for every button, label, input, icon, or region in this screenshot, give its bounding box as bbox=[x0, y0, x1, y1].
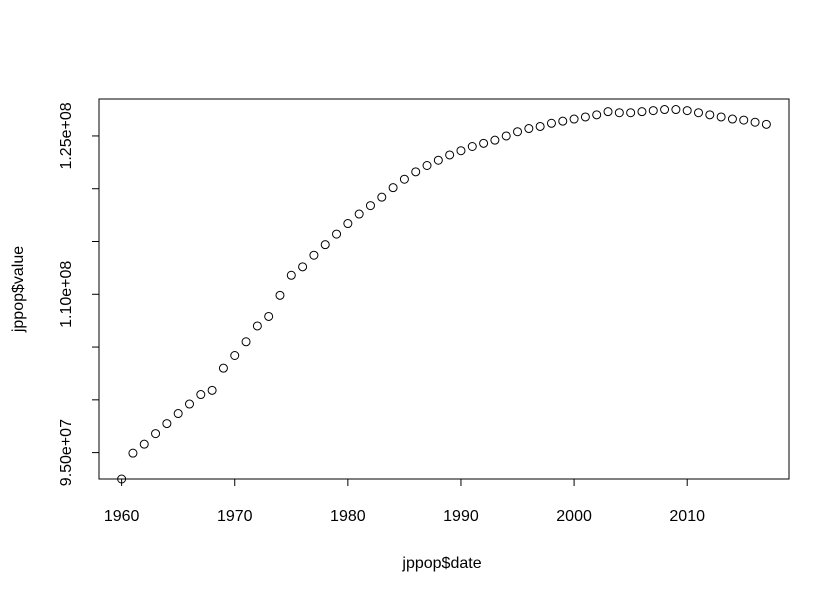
data-point bbox=[275, 290, 285, 300]
data-point bbox=[467, 142, 477, 151]
data-point bbox=[320, 240, 330, 250]
data-point bbox=[479, 138, 489, 148]
data-point bbox=[761, 119, 771, 129]
data-point bbox=[445, 150, 455, 160]
data-point bbox=[558, 116, 568, 126]
x-tick-label: 1990 bbox=[443, 508, 479, 525]
data-point bbox=[660, 105, 670, 115]
data-point bbox=[139, 439, 149, 449]
data-point bbox=[580, 112, 590, 122]
data-point bbox=[501, 131, 511, 141]
data-point bbox=[218, 363, 228, 373]
data-point bbox=[399, 174, 409, 184]
x-tick-label: 2000 bbox=[556, 508, 592, 525]
data-points bbox=[117, 105, 771, 484]
y-axis-label: jppop$value bbox=[10, 246, 27, 333]
data-point bbox=[230, 351, 240, 360]
data-point bbox=[592, 110, 602, 120]
y-tick-label: 1.25e+08 bbox=[58, 102, 75, 169]
x-tick-label: 2010 bbox=[669, 508, 705, 525]
data-point bbox=[546, 118, 556, 128]
data-point bbox=[286, 270, 296, 280]
data-point bbox=[716, 112, 726, 122]
data-point bbox=[117, 474, 127, 484]
data-point bbox=[603, 107, 613, 117]
data-point bbox=[151, 429, 161, 439]
data-point bbox=[184, 399, 194, 409]
y-axis: 9.50e+07 1.10e+08 1.25e+08 bbox=[58, 102, 100, 486]
data-point bbox=[513, 127, 523, 137]
data-point bbox=[456, 146, 466, 156]
x-tick-label: 1980 bbox=[330, 508, 366, 525]
data-point bbox=[252, 321, 262, 331]
data-point bbox=[671, 105, 681, 115]
data-point bbox=[694, 108, 704, 118]
data-point bbox=[343, 219, 353, 229]
data-point bbox=[173, 409, 183, 419]
data-point bbox=[411, 167, 421, 177]
data-point bbox=[535, 121, 545, 131]
data-point bbox=[490, 135, 500, 145]
data-point bbox=[739, 115, 749, 125]
data-point bbox=[196, 390, 206, 400]
data-point bbox=[626, 108, 636, 118]
data-point bbox=[365, 201, 375, 211]
plot-frame bbox=[98, 98, 790, 480]
data-point bbox=[354, 209, 364, 219]
y-tick-label: 9.50e+07 bbox=[58, 419, 75, 486]
data-point bbox=[422, 161, 432, 170]
data-point bbox=[569, 114, 579, 124]
data-point bbox=[309, 250, 319, 260]
data-point bbox=[682, 106, 692, 116]
data-point bbox=[750, 117, 760, 127]
x-tick-label: 1960 bbox=[104, 508, 140, 525]
data-point bbox=[433, 155, 443, 165]
data-point bbox=[637, 107, 647, 117]
x-axis: 1960 1970 1980 1990 2000 2010 bbox=[104, 478, 705, 525]
x-tick-label: 1970 bbox=[217, 508, 253, 525]
data-point bbox=[524, 124, 534, 134]
data-point bbox=[332, 229, 342, 239]
data-point bbox=[614, 108, 624, 118]
y-tick-label: 1.10e+08 bbox=[58, 261, 75, 328]
data-point bbox=[241, 337, 251, 347]
data-point bbox=[128, 448, 138, 458]
data-point bbox=[727, 114, 737, 124]
data-point bbox=[388, 183, 398, 193]
x-axis-label: jppop$date bbox=[401, 555, 481, 572]
data-point bbox=[298, 262, 308, 272]
data-point bbox=[207, 385, 217, 395]
data-point bbox=[162, 419, 172, 429]
data-point bbox=[377, 192, 387, 202]
data-point bbox=[648, 106, 658, 116]
data-point bbox=[705, 110, 715, 120]
data-point bbox=[264, 311, 274, 321]
